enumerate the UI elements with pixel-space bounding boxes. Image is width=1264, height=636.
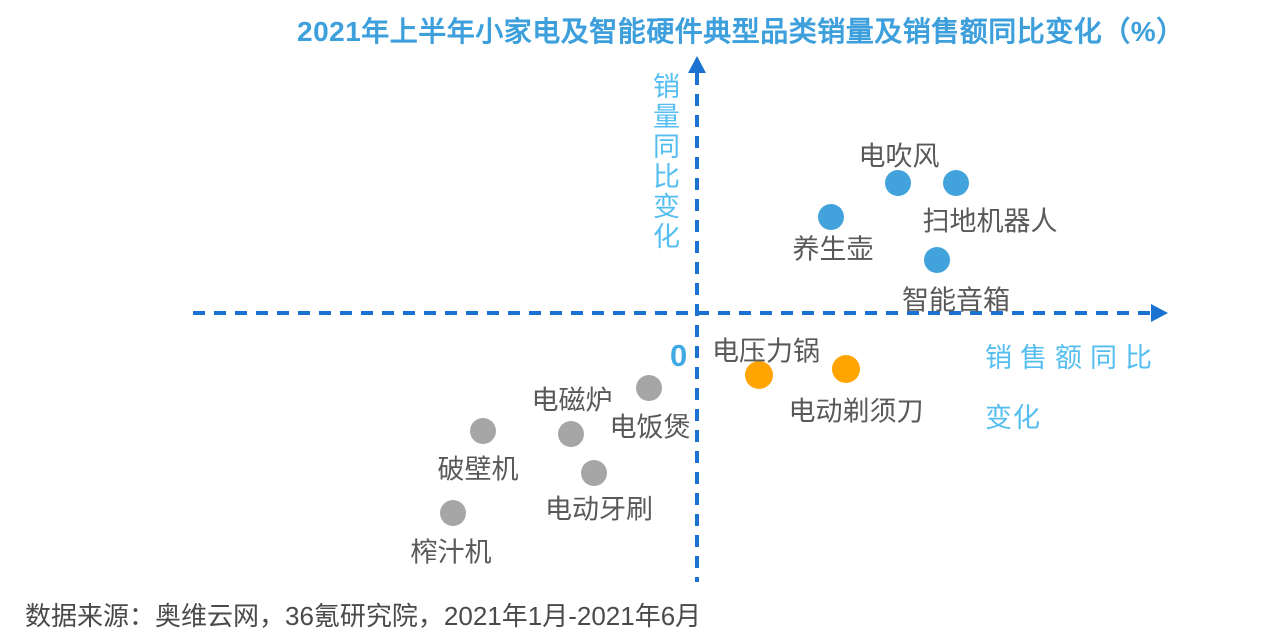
- point-label: 电磁炉: [531, 385, 613, 416]
- data-point: [832, 355, 860, 383]
- data-source-note: 数据来源：奥维云网，36氪研究院，2021年1月-2021年6月: [25, 601, 702, 631]
- point-label: 电动牙刷: [545, 494, 653, 525]
- data-point: [818, 204, 844, 230]
- data-point: [636, 375, 662, 401]
- point-label: 电吹风: [858, 141, 940, 172]
- y-axis-arrow-up-icon: [688, 56, 706, 73]
- x-axis-arrow-right-icon: [1151, 304, 1168, 322]
- data-point: [470, 418, 496, 444]
- point-label: 扫地机器人: [922, 206, 1058, 237]
- data-point: [943, 170, 969, 196]
- point-label: 智能音箱: [902, 285, 1010, 316]
- data-point: [885, 170, 911, 196]
- point-label: 破壁机: [437, 454, 519, 485]
- origin-zero-label: 0: [670, 338, 688, 373]
- data-point: [558, 421, 584, 447]
- y-axis-label: 销量同比变化: [649, 72, 679, 252]
- x-axis-dashed-line: [193, 311, 1151, 315]
- point-label: 电动剃须刀: [788, 396, 924, 427]
- data-point: [440, 500, 466, 526]
- point-label: 电饭煲: [609, 412, 691, 443]
- point-label: 榨汁机: [410, 537, 492, 568]
- data-point: [924, 247, 950, 273]
- point-label: 养生壶: [792, 234, 874, 265]
- data-point: [581, 460, 607, 486]
- x-axis-label: 销售额同比 变化: [985, 336, 1160, 435]
- x-axis-label-line1: 销售额同比: [985, 343, 1160, 373]
- x-axis-label-line2: 变化: [985, 403, 1041, 433]
- data-point: [745, 361, 773, 389]
- y-axis-dashed-line: [695, 73, 699, 582]
- chart-title: 2021年上半年小家电及智能硬件典型品类销量及销售额同比变化（%）: [297, 16, 1185, 47]
- point-label: 电压力锅: [712, 336, 820, 367]
